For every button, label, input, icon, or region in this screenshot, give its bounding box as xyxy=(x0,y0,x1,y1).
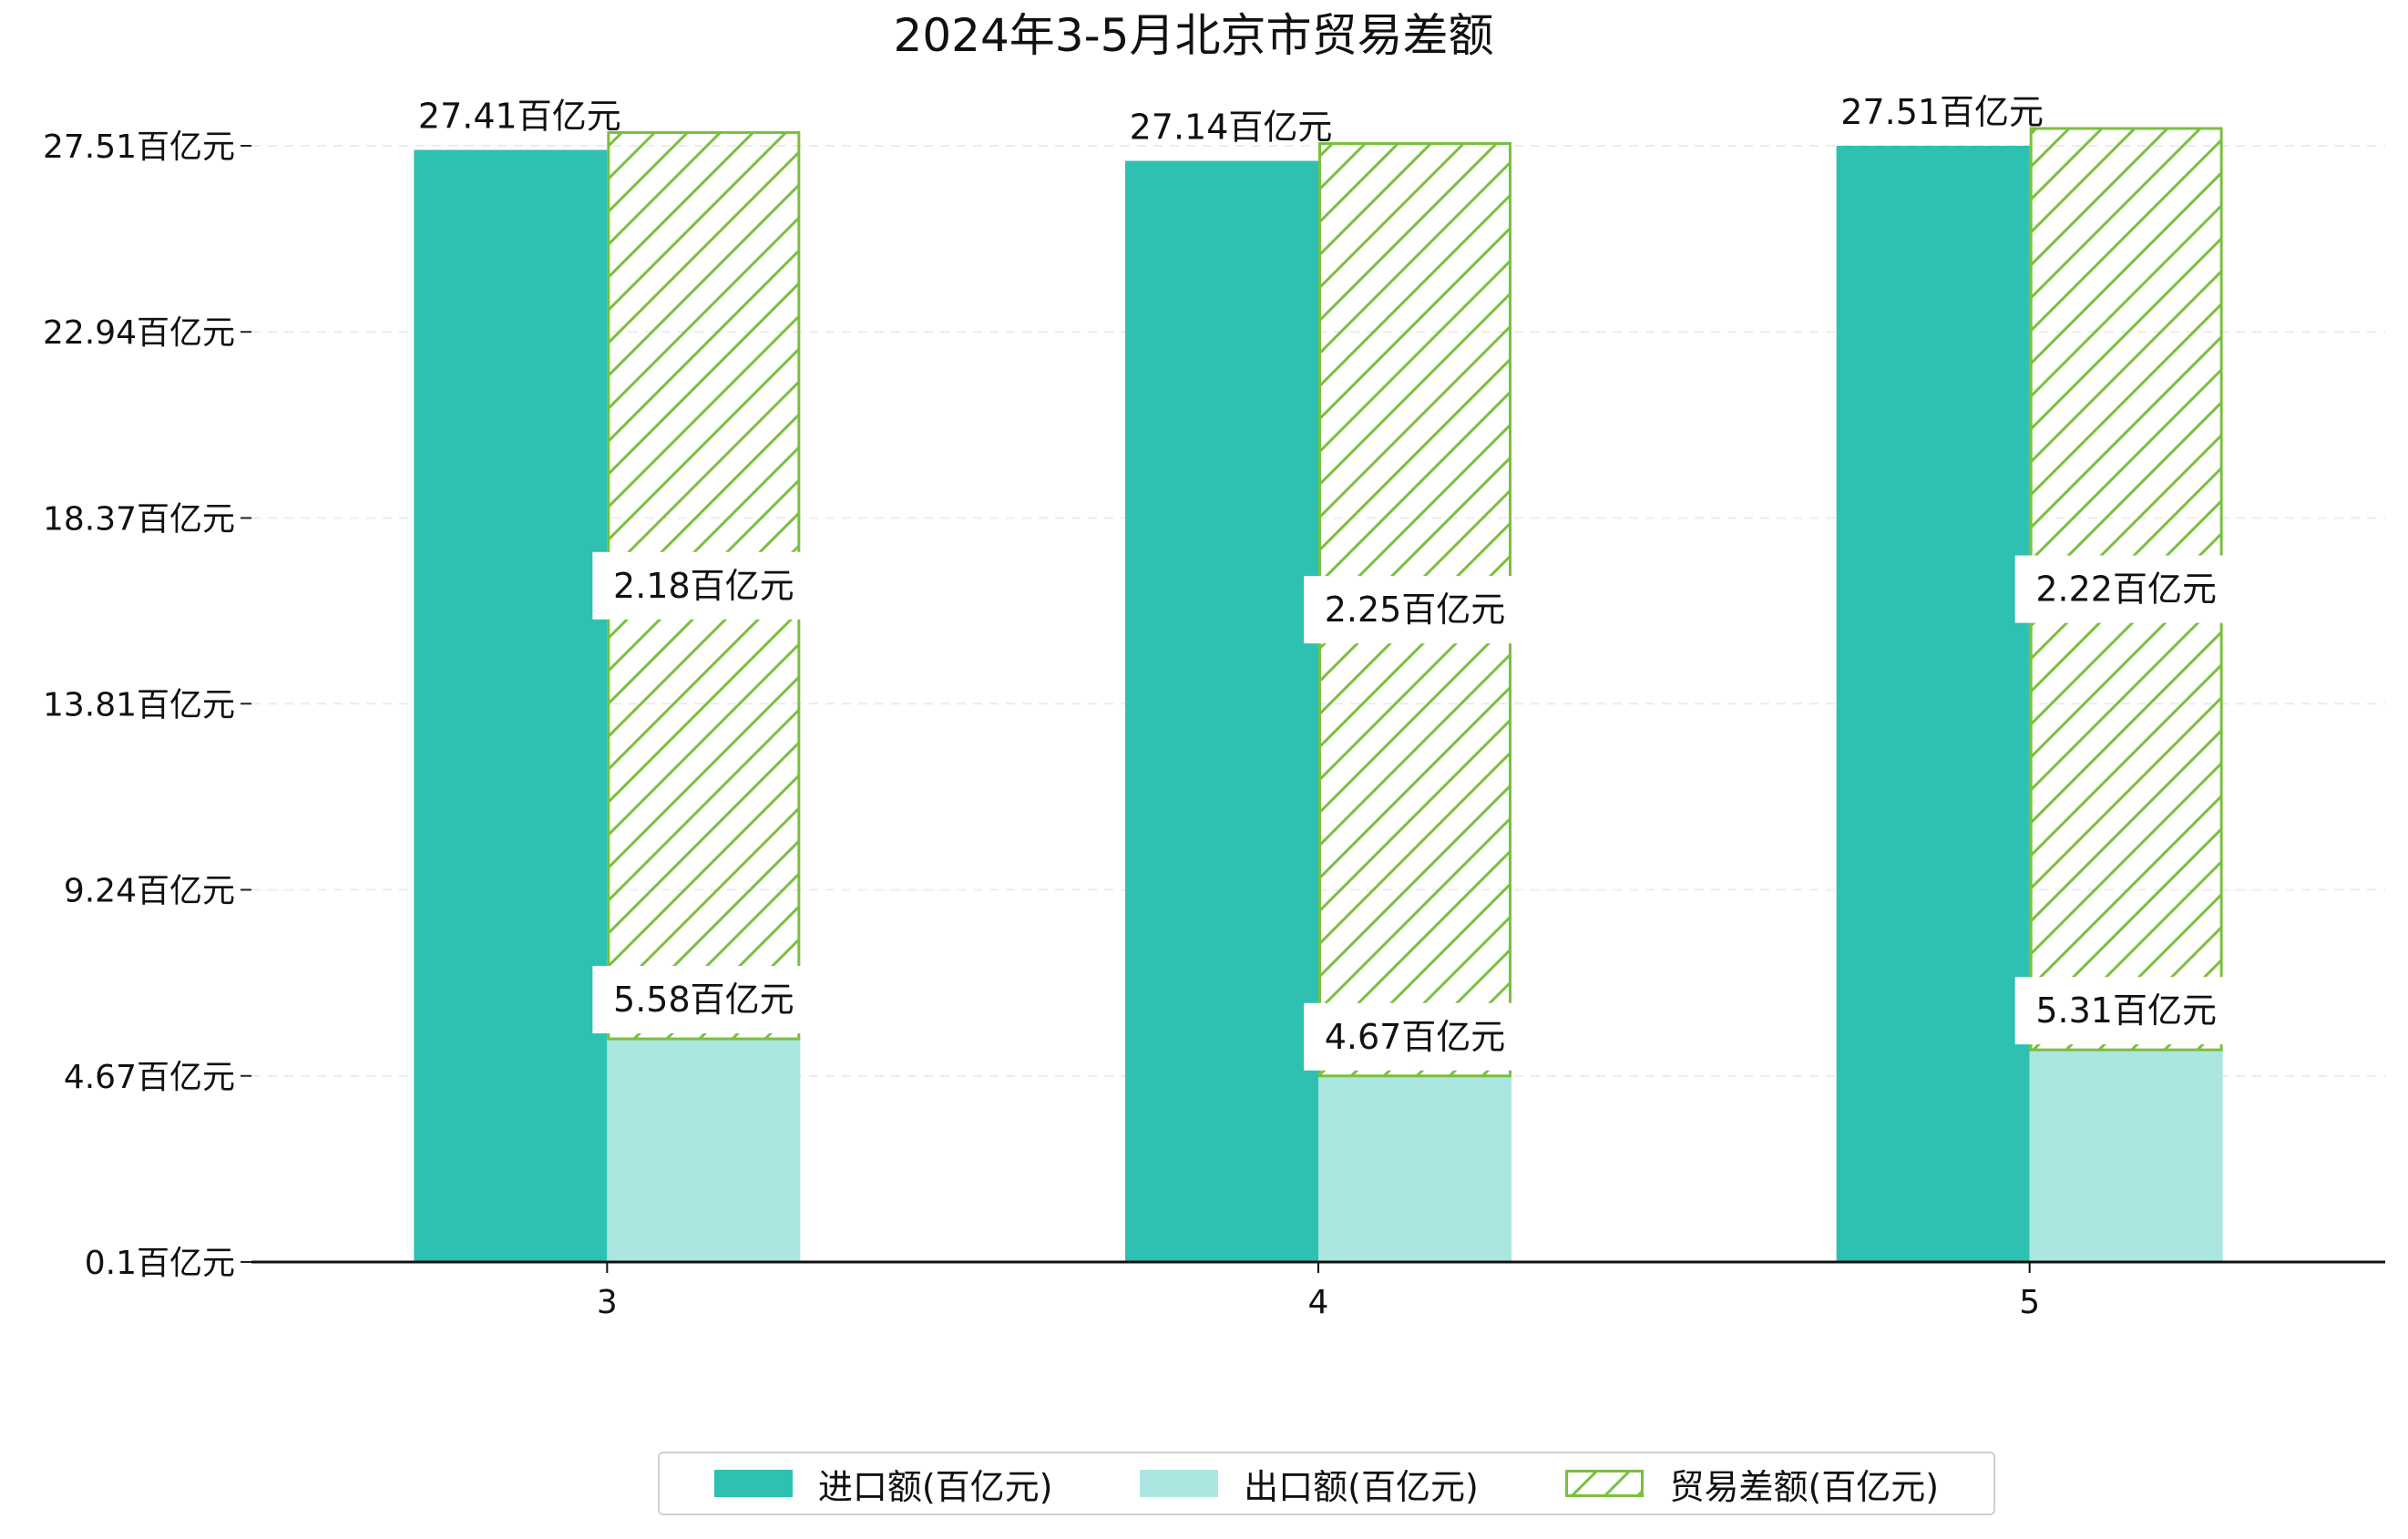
data-label-box xyxy=(2014,977,2225,1045)
data-label-balance: 2.22百亿元 xyxy=(2035,569,2217,610)
data-label-box xyxy=(592,551,803,620)
bar-import xyxy=(1836,146,2030,1262)
y-tick-label: 18.37百亿元 xyxy=(43,500,235,538)
legend-label-balance: 贸易差额(百亿元) xyxy=(1669,1466,1940,1507)
x-tick-label: 3 xyxy=(597,1284,618,1321)
bar-export xyxy=(1318,1075,1511,1262)
data-label-box xyxy=(2014,555,2225,623)
data-label-export: 5.31百亿元 xyxy=(2035,990,2217,1031)
data-label-balance: 2.25百亿元 xyxy=(1325,590,1506,630)
legend-swatch-balance xyxy=(1565,1470,1645,1497)
data-label-box xyxy=(1304,1002,1513,1071)
legend-swatch-import xyxy=(713,1470,793,1497)
y-tick-label: 4.67百亿元 xyxy=(64,1059,235,1096)
bar-export xyxy=(607,1039,801,1262)
legend-label-import: 进口额(百亿元) xyxy=(817,1466,1053,1507)
y-tick-label: 22.94百亿元 xyxy=(43,314,235,352)
data-label-export: 5.58百亿元 xyxy=(613,980,794,1020)
legend-swatch-export xyxy=(1140,1470,1219,1497)
y-tick-label: 13.81百亿元 xyxy=(43,686,235,723)
data-label-export: 4.67百亿元 xyxy=(1325,1017,1506,1057)
x-tick-label: 5 xyxy=(2019,1284,2040,1321)
bar-export xyxy=(2029,1050,2223,1262)
legend-item-import[interactable]: 进口额(百亿元) xyxy=(713,1459,1053,1509)
bar-import xyxy=(414,149,608,1262)
chart-title: 2024年3-5月北京市贸易差额 xyxy=(894,9,1494,62)
legend-label-export: 出口额(百亿元) xyxy=(1244,1466,1479,1507)
legend-item-balance[interactable]: 贸易差额(百亿元) xyxy=(1565,1459,1939,1509)
data-label-import: 27.51百亿元 xyxy=(1840,92,2044,132)
y-tick-label: 27.51百亿元 xyxy=(43,128,235,166)
legend: 进口额(百亿元) 出口额(百亿元) 贸易差额(百亿元) xyxy=(658,1452,1995,1515)
data-label-import: 27.14百亿元 xyxy=(1130,108,1333,148)
data-label-import: 27.41百亿元 xyxy=(418,96,621,136)
data-label-box xyxy=(592,966,803,1034)
data-label-balance: 2.18百亿元 xyxy=(613,566,794,606)
x-tick-label: 4 xyxy=(1308,1284,1329,1321)
bar-import xyxy=(1125,160,1318,1263)
data-label-box xyxy=(1304,576,1513,644)
y-tick-label: 0.1百亿元 xyxy=(85,1245,235,1282)
y-tick-label: 9.24百亿元 xyxy=(64,873,235,910)
legend-item-export[interactable]: 出口额(百亿元) xyxy=(1140,1459,1479,1509)
